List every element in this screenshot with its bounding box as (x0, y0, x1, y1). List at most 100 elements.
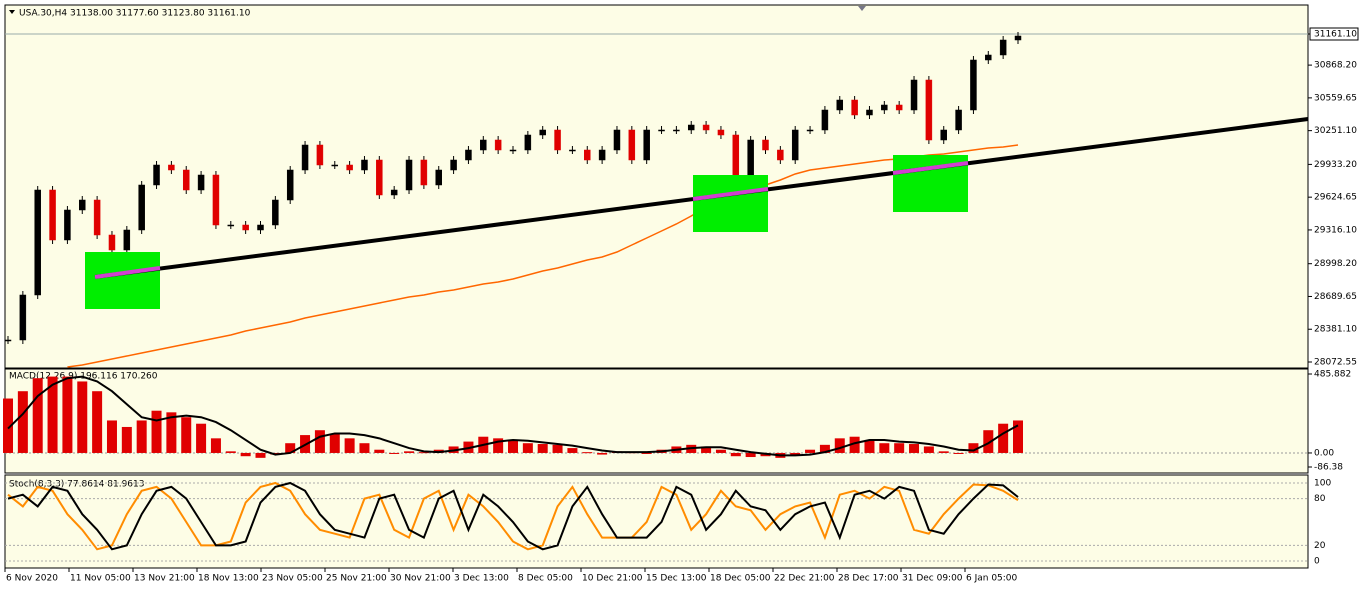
candle (598, 149, 606, 161)
macd-bar (834, 438, 845, 453)
candle (465, 149, 472, 161)
macd-bar (641, 452, 652, 454)
macd-bar (17, 391, 28, 453)
candle (628, 129, 636, 161)
time-label: 31 Dec 09:00 (902, 574, 963, 584)
macd-bar (522, 443, 533, 453)
current-price-box (1309, 27, 1359, 41)
candle (999, 39, 1007, 56)
macd-bar (1013, 420, 1023, 453)
macd-bar (567, 448, 578, 453)
candle (19, 294, 27, 341)
macd-signal (7, 375, 1019, 457)
price-label: 28072.55 (1314, 358, 1357, 368)
time-label: 10 Dec 21:00 (582, 574, 643, 584)
time-label: 18 Dec 05:00 (710, 574, 771, 584)
candle (806, 129, 814, 132)
time-label: 18 Nov 13:00 (198, 574, 259, 584)
candle (1014, 35, 1022, 41)
time-label: 6 Nov 2020 (6, 574, 58, 584)
macd-bar (77, 381, 88, 453)
moving-average (67, 144, 1019, 368)
time-label: 28 Dec 17:00 (838, 574, 899, 584)
price-label: 30868.20 (1314, 61, 1357, 71)
macd-bar (953, 452, 964, 454)
macd-bar (181, 417, 192, 453)
price-label: 29316.10 (1314, 225, 1357, 235)
candle (435, 169, 442, 186)
candle (390, 189, 398, 196)
macd-bar (418, 452, 429, 454)
time-label: 22 Dec 21:00 (774, 574, 835, 584)
time-label: 6 Jan 05:00 (966, 574, 1018, 584)
price-label: 31161.10 (1314, 30, 1357, 40)
zone (693, 175, 768, 232)
candle (673, 129, 680, 132)
time-label: 25 Nov 21:00 (326, 574, 387, 584)
macd-bar (240, 452, 251, 457)
macd-bar (790, 452, 801, 455)
candle (613, 129, 621, 151)
candle (123, 229, 131, 251)
candle (64, 209, 71, 241)
candle (762, 139, 769, 151)
candle (197, 174, 205, 191)
macd-bar (32, 378, 43, 453)
macd-axis-label: 0.00 (1314, 448, 1334, 458)
price-panel (4, 4, 1309, 369)
candle (554, 129, 561, 151)
time-label: 3 Dec 13:00 (454, 574, 509, 584)
candle (212, 174, 220, 226)
macd-bar (730, 452, 741, 457)
macd-bar (314, 430, 325, 453)
macd-bar (493, 438, 504, 453)
macd-bar (3, 398, 13, 453)
candle (524, 134, 532, 151)
price-label: 28689.65 (1314, 292, 1357, 302)
macd-bar (552, 444, 563, 453)
price-plot (4, 31, 1308, 368)
candle (361, 159, 368, 171)
symbol-header: USA.30,H4 31138.00 31177.60 31123.80 311… (19, 9, 251, 19)
candle (331, 164, 339, 167)
price-label: 28998.20 (1314, 259, 1357, 269)
candle (93, 199, 101, 236)
macd-axis-label: -86.38 (1314, 463, 1343, 473)
trendline-touch (892, 161, 969, 175)
macd-bar (225, 451, 236, 453)
candle (539, 129, 546, 136)
macd-bar (285, 443, 296, 453)
candle (895, 104, 903, 111)
candle (138, 184, 145, 231)
candle (286, 169, 294, 201)
stoch-label: Stoch(8,3,3) 77.8614 81.9613 (9, 480, 144, 490)
macd-bar (374, 449, 385, 453)
candle (257, 224, 264, 231)
macd-bar (359, 443, 370, 453)
candle (985, 54, 992, 61)
macd-bar (849, 436, 860, 453)
candle (821, 109, 829, 131)
candle (955, 109, 962, 131)
candle (420, 159, 428, 186)
candle (509, 149, 517, 152)
candle (227, 224, 235, 227)
trendline-touch (692, 187, 769, 201)
candle (242, 224, 249, 231)
macd-bar (92, 391, 103, 453)
macd-bar (715, 449, 726, 453)
macd-bar (404, 451, 415, 453)
candle (153, 164, 160, 186)
candle (851, 99, 858, 116)
macd-bar (196, 423, 207, 453)
macd-bar (597, 452, 608, 455)
macd-bar (62, 376, 73, 453)
macd-bar (909, 444, 920, 453)
candle (836, 99, 844, 111)
macd-bar (210, 438, 221, 453)
candle (182, 169, 190, 191)
candle (301, 144, 309, 171)
candle (405, 159, 413, 191)
price-label: 29624.65 (1314, 193, 1357, 203)
